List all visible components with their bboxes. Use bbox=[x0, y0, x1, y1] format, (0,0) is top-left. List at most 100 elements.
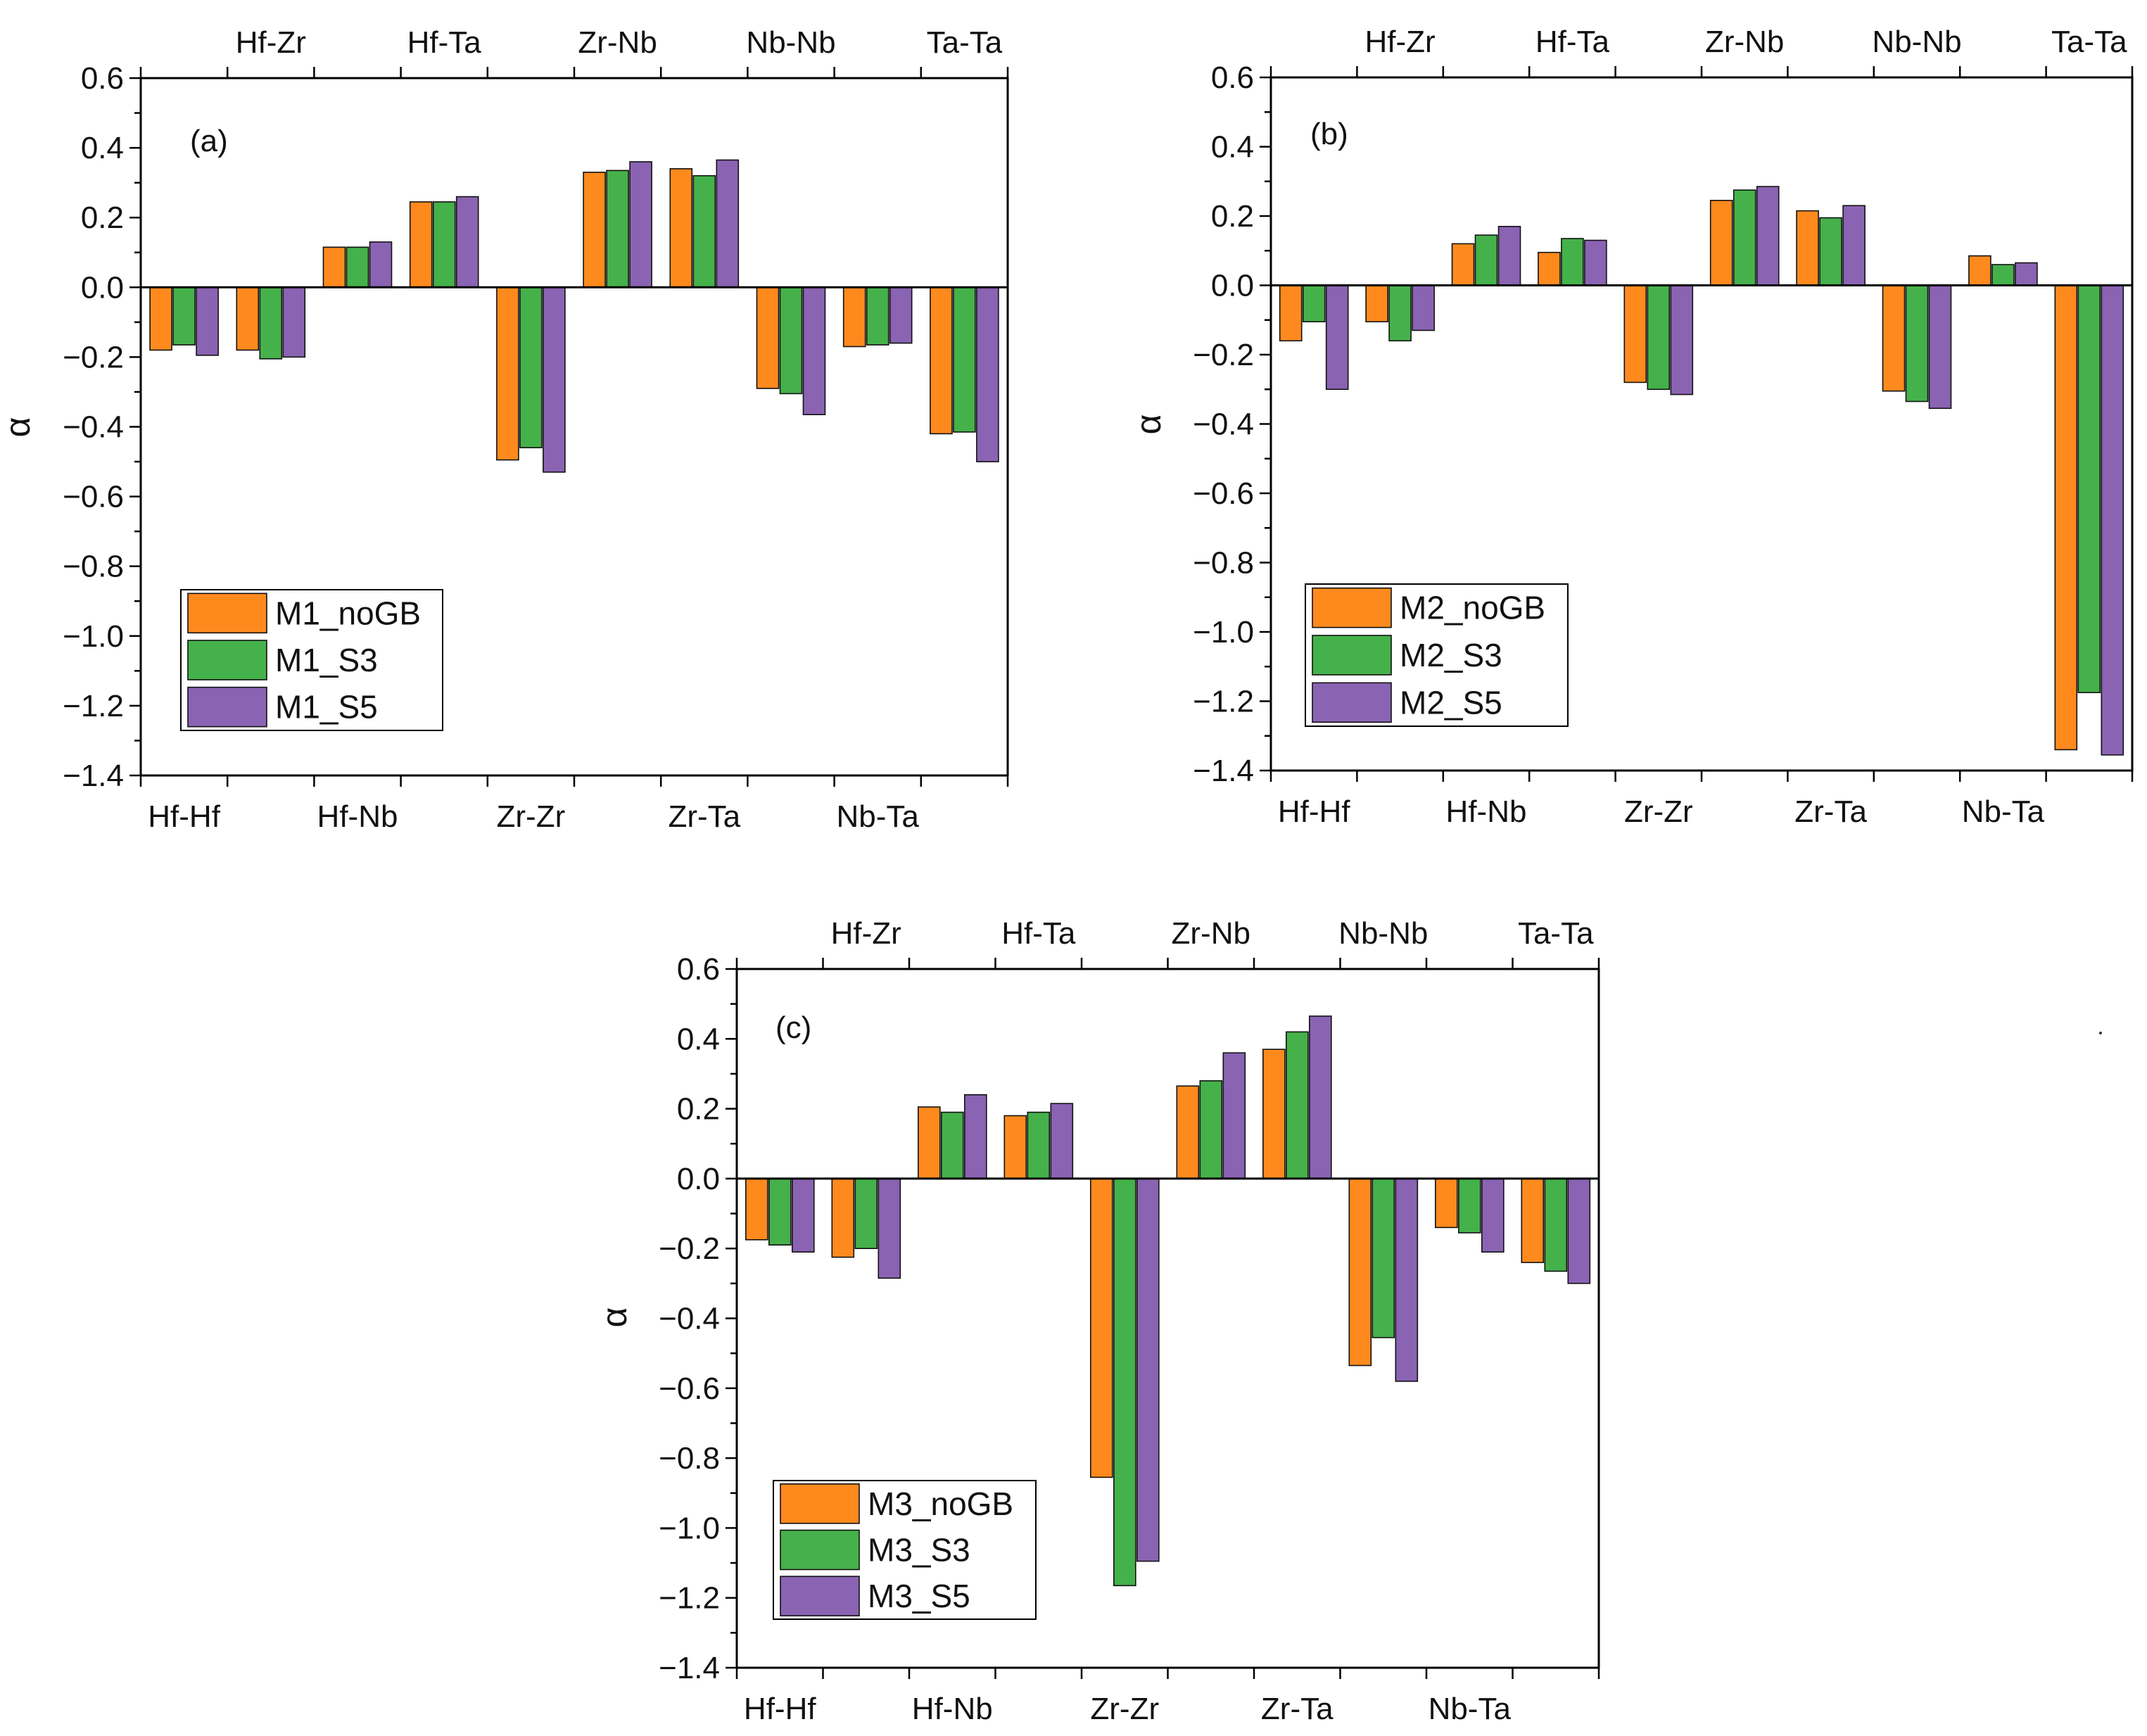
bar-M1_noGB-Nb-Ta bbox=[842, 286, 866, 348]
x-bottom-label: Nb-Ta bbox=[1962, 794, 2045, 829]
y-tick-label: 0.2 bbox=[677, 1092, 720, 1127]
bar-M2_S5-Hf-Ta bbox=[1584, 239, 1607, 286]
x-top-label: Ta-Ta bbox=[927, 25, 1003, 60]
x-top-label: Hf-Ta bbox=[407, 25, 482, 60]
bar-M2_noGB-Nb-Ta bbox=[1968, 255, 1991, 286]
y-tick-label: 0.2 bbox=[81, 201, 124, 235]
legend-label: M1_S3 bbox=[275, 642, 378, 678]
bar-M2_S5-Ta-Ta bbox=[2101, 284, 2124, 756]
x-top-label: Nb-Nb bbox=[1338, 916, 1428, 951]
bar-M3_S3-Hf-Nb bbox=[941, 1111, 964, 1179]
bar-M3_S3-Nb-Nb bbox=[1372, 1178, 1395, 1338]
legend-label: M2_noGB bbox=[1400, 590, 1545, 626]
x-bottom-label: Nb-Ta bbox=[1429, 1692, 1512, 1726]
x-bottom-label: Hf-Nb bbox=[912, 1692, 993, 1726]
y-tick-label: 0.6 bbox=[81, 61, 124, 96]
bar-M2_noGB-Hf-Nb bbox=[1451, 243, 1475, 286]
y-axis-label: α bbox=[0, 417, 37, 438]
bar-M2_S3-Nb-Ta bbox=[1991, 264, 2015, 286]
y-tick-label: −0.2 bbox=[63, 340, 124, 374]
bar-M2_S3-Zr-Zr bbox=[1647, 284, 1671, 391]
x-bottom-label: Hf-Nb bbox=[1446, 794, 1527, 829]
y-tick-label: −0.6 bbox=[63, 480, 124, 514]
bar-M3_S5-Zr-Ta bbox=[1309, 1015, 1332, 1179]
bar-M1_S3-Hf-Nb bbox=[346, 246, 369, 289]
bar-M2_S3-Hf-Zr bbox=[1388, 284, 1412, 342]
bar-M3_S3-Hf-Hf bbox=[768, 1178, 792, 1246]
y-tick-label: −1.4 bbox=[63, 759, 124, 793]
bar-M3_noGB-Hf-Nb bbox=[918, 1106, 941, 1179]
bar-M1_S5-Ta-Ta bbox=[976, 286, 999, 462]
bar-M1_noGB-Zr-Nb bbox=[583, 172, 606, 289]
y-axis-label: α bbox=[595, 1307, 634, 1328]
bar-M2_noGB-Zr-Nb bbox=[1709, 199, 1733, 286]
bar-M1_S5-Hf-Zr bbox=[282, 286, 306, 358]
bar-M1_S3-Nb-Nb bbox=[779, 286, 803, 395]
y-tick-label: −0.6 bbox=[1193, 476, 1254, 511]
y-tick-label: 0.2 bbox=[1211, 199, 1254, 234]
y-tick-label: 0.4 bbox=[677, 1022, 720, 1056]
bar-M1_S3-Zr-Nb bbox=[606, 170, 629, 289]
x-bottom-label: Zr-Ta bbox=[668, 799, 740, 834]
x-top-label: Ta-Ta bbox=[2051, 25, 2127, 59]
y-tick-label: −1.2 bbox=[1193, 685, 1254, 719]
x-top-label: Hf-Zr bbox=[1365, 25, 1436, 59]
bar-M1_noGB-Zr-Zr bbox=[496, 286, 519, 461]
legend: M1_noGB M1_S3 M1_S5 bbox=[180, 589, 443, 731]
legend: M2_noGB M2_S3 M2_S5 bbox=[1305, 583, 1569, 727]
bar-M3_S5-Hf-Ta bbox=[1050, 1103, 1074, 1179]
y-tick-label: −0.8 bbox=[659, 1441, 720, 1476]
bar-M3_noGB-Zr-Nb bbox=[1176, 1085, 1200, 1179]
bar-M2_noGB-Zr-Ta bbox=[1796, 210, 1819, 286]
bar-M2_S3-Hf-Ta bbox=[1561, 238, 1584, 286]
bar-M3_S3-Hf-Zr bbox=[854, 1178, 878, 1250]
bar-M2_S3-Hf-Hf bbox=[1302, 284, 1326, 323]
bar-M3_S3-Zr-Nb bbox=[1199, 1080, 1223, 1179]
bar-M1_S5-Hf-Hf bbox=[196, 286, 219, 356]
bar-M2_S3-Nb-Nb bbox=[1905, 284, 1929, 403]
bar-M2_S5-Nb-Ta bbox=[2015, 262, 2038, 286]
bar-M3_S5-Ta-Ta bbox=[1567, 1178, 1591, 1284]
legend-label: M3_S5 bbox=[868, 1578, 970, 1614]
bar-M3_S3-Zr-Zr bbox=[1113, 1178, 1136, 1587]
bar-M2_S5-Zr-Zr bbox=[1670, 284, 1694, 395]
y-tick-label: −0.4 bbox=[1193, 407, 1254, 442]
y-axis-label: α bbox=[1129, 414, 1168, 435]
legend-label: M2_S3 bbox=[1400, 637, 1502, 673]
bar-M1_S3-Hf-Zr bbox=[259, 286, 283, 360]
bar-M2_S5-Hf-Hf bbox=[1325, 284, 1349, 391]
y-tick-label: 0.6 bbox=[1211, 61, 1254, 95]
legend-swatch bbox=[780, 1483, 860, 1524]
bar-M1_S3-Zr-Ta bbox=[692, 175, 716, 289]
bar-M3_S3-Nb-Ta bbox=[1458, 1178, 1481, 1234]
bar-M2_S5-Zr-Nb bbox=[1756, 186, 1780, 286]
bar-M3_noGB-Zr-Ta bbox=[1262, 1048, 1286, 1179]
bar-M3_noGB-Nb-Nb bbox=[1348, 1178, 1372, 1367]
y-tick-label: −0.4 bbox=[63, 410, 124, 445]
x-bottom-label: Hf-Hf bbox=[148, 799, 220, 834]
chart-panel-c: 0.6 0.4 0.2 0.0 −0.2 −0.4 −0.6 −0.8 −1.0 −1.2 −1.4… bbox=[595, 916, 1600, 1726]
bar-M1_S5-Hf-Ta bbox=[455, 196, 479, 289]
bar-M3_S5-Hf-Nb bbox=[964, 1094, 987, 1179]
bar-M2_S3-Hf-Nb bbox=[1474, 234, 1498, 286]
bar-M1_noGB-Ta-Ta bbox=[930, 286, 953, 435]
legend-swatch bbox=[780, 1576, 860, 1616]
y-tick-label: −1.4 bbox=[1193, 754, 1254, 788]
y-tick-label: −1.4 bbox=[659, 1651, 720, 1685]
y-tick-label: 0.0 bbox=[1211, 269, 1254, 303]
y-tick-label: −1.0 bbox=[63, 619, 124, 654]
legend-label: M2_S5 bbox=[1400, 684, 1502, 721]
panel-label: (c) bbox=[775, 1010, 811, 1045]
legend-swatch bbox=[187, 686, 267, 728]
bar-M3_S3-Hf-Ta bbox=[1027, 1111, 1051, 1179]
stray-dot bbox=[2099, 1032, 2102, 1034]
bar-M1_S5-Zr-Zr bbox=[543, 286, 566, 473]
bar-M3_S3-Ta-Ta bbox=[1544, 1178, 1568, 1272]
legend-label: M3_noGB bbox=[868, 1485, 1013, 1522]
y-tick-label: −1.0 bbox=[1193, 615, 1254, 650]
bar-M2_S5-Hf-Zr bbox=[1412, 284, 1435, 331]
bar-M2_noGB-Hf-Zr bbox=[1365, 284, 1388, 323]
x-top-label: Nb-Nb bbox=[1872, 25, 1961, 59]
